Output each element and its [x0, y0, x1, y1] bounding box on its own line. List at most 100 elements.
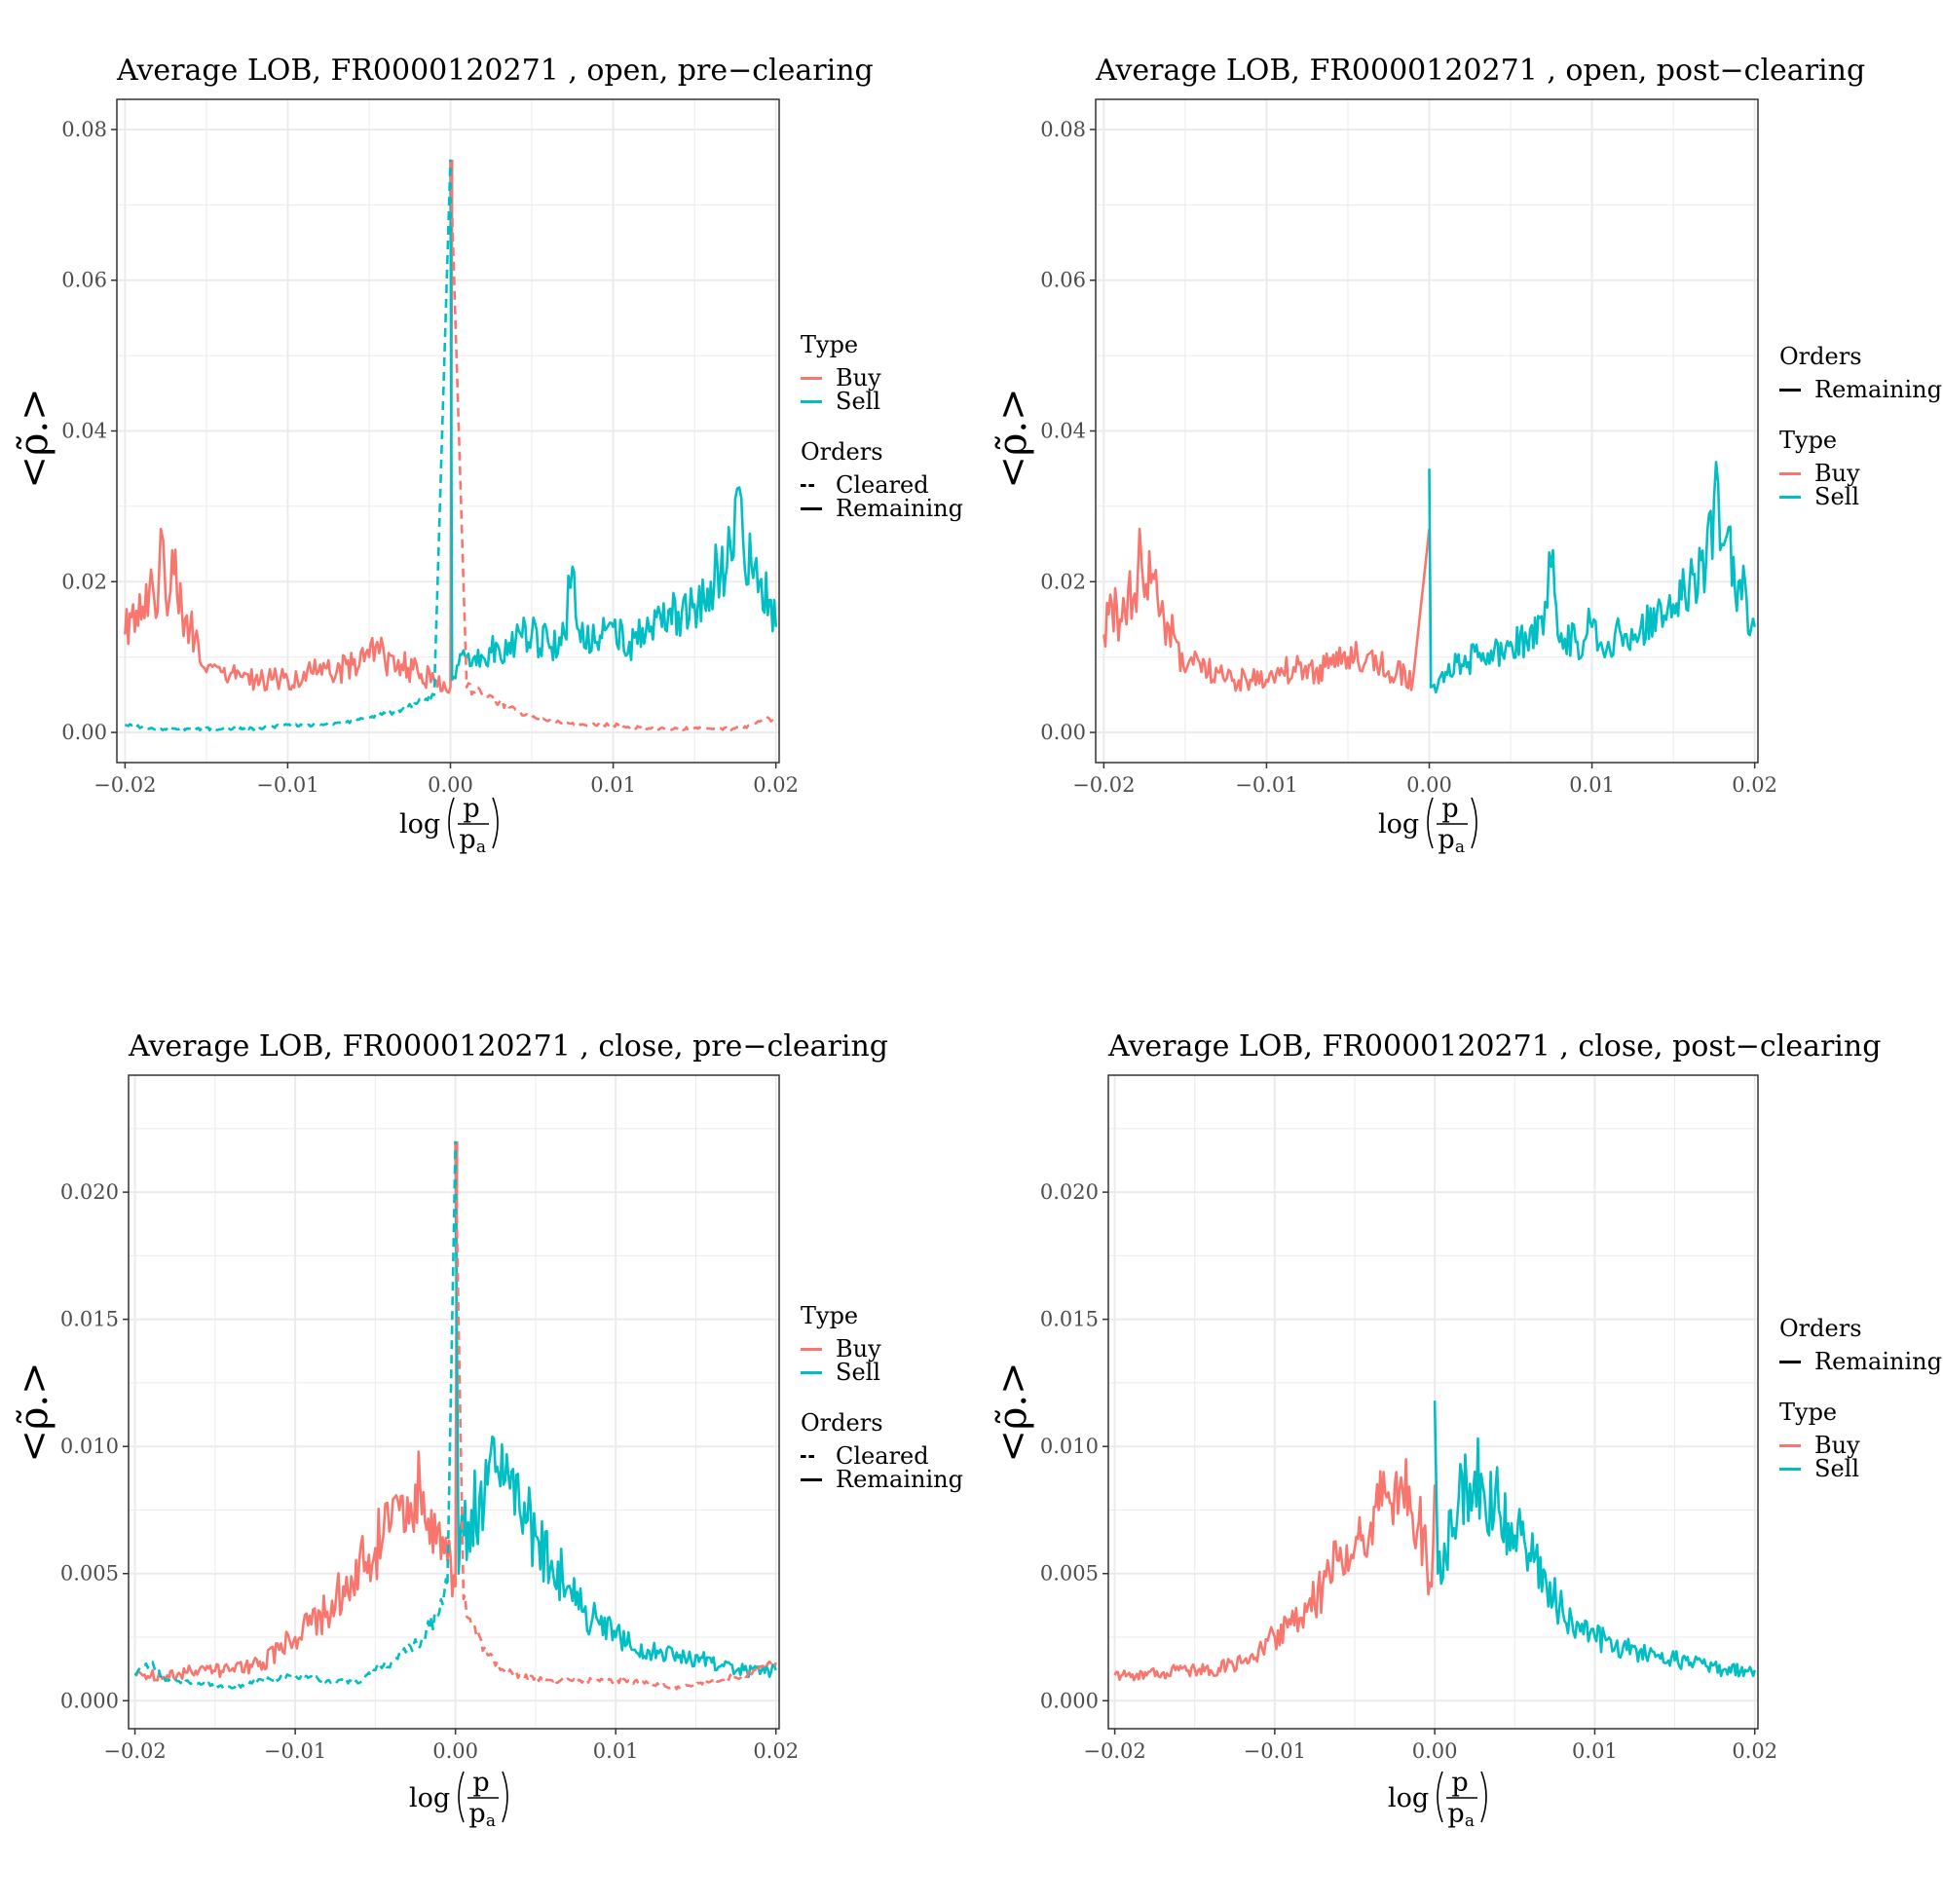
legend-item-sell: Sell [1779, 1455, 1942, 1482]
y-tick-label: 0.00 [1040, 721, 1086, 744]
legend: Type Buy Sell Orders Cleared Remaining [801, 1302, 963, 1516]
x-axis-label-paren-right [502, 1771, 508, 1823]
x-axis-label-denominator: p [1438, 825, 1454, 855]
x-axis-label-paren-left [448, 797, 455, 849]
legend-title: Type [801, 1302, 859, 1329]
y-tick-label: 0.020 [60, 1180, 119, 1204]
legend: Type Buy Sell Orders Cleared Remaining [801, 331, 963, 545]
y-axis-label: <ρ̃.> [990, 388, 1035, 488]
y-tick-label: 0.015 [1040, 1308, 1099, 1331]
legend-group-orders: Orders Cleared Remaining [801, 438, 963, 522]
legend-label: Sell [1814, 1455, 1859, 1482]
legend-label: Sell [1814, 483, 1859, 510]
legend-group-type: Type Buy Sell [801, 1302, 963, 1386]
legend-key [801, 483, 814, 487]
legend-item-cleared: Cleared [801, 471, 963, 499]
series-line-buy-remaining [1113, 1458, 1437, 1682]
series-line-sell-remaining [454, 1140, 777, 1679]
x-axis-label-subscript: a [1455, 838, 1465, 857]
x-tick-label: 0.00 [432, 1739, 478, 1763]
x-axis-label-numerator: p [1451, 1768, 1468, 1798]
x-axis-label-subscript: a [1465, 1811, 1475, 1831]
x-tick-label: 0.01 [1572, 1739, 1618, 1763]
legend-key [801, 1370, 822, 1374]
x-axis-label-subscript: a [476, 838, 486, 857]
legend-label: Cleared [836, 471, 929, 499]
legend-key [1779, 1360, 1801, 1363]
legend-title: Orders [1779, 1315, 1862, 1342]
plot-frame [1107, 1074, 1759, 1730]
legend-label: Buy [1814, 460, 1860, 487]
legend-key [801, 1347, 822, 1351]
legend-label: Remaining [1814, 1348, 1942, 1375]
legend-title: Orders [1779, 343, 1862, 370]
legend-item-remaining: Remaining [801, 495, 963, 522]
x-tick-label: −0.02 [93, 773, 156, 797]
legend-label: Buy [1814, 1432, 1860, 1459]
legend-key [801, 1477, 822, 1481]
legend-label: Remaining [1814, 376, 1942, 403]
x-axis-label-log: log [1388, 1783, 1429, 1813]
x-tick-label: −0.01 [1235, 773, 1297, 797]
legend-item-sell: Sell [1779, 483, 1942, 510]
series-line-sell-cleared [133, 1140, 457, 1690]
y-tick-label: 0.000 [1040, 1689, 1099, 1712]
y-tick-label: 0.005 [60, 1562, 119, 1586]
legend-item-remaining: Remaining [1779, 376, 1942, 403]
legend-key [801, 1454, 814, 1458]
series-line-buy-cleared [449, 159, 776, 731]
x-tick-label: −0.01 [1244, 1739, 1306, 1763]
legend-label: Remaining [836, 1466, 963, 1493]
y-axis-label: <ρ̃.> [12, 388, 56, 488]
legend-label: Remaining [836, 495, 963, 522]
x-tick-label: −0.01 [264, 1739, 326, 1763]
y-tick-label: 0.06 [61, 269, 107, 292]
x-tick-label: 0.00 [1412, 1739, 1458, 1763]
x-axis-label-log: log [409, 1783, 450, 1813]
legend-key [801, 506, 822, 510]
y-tick-label: 0.000 [60, 1689, 119, 1712]
y-tick-label: 0.010 [60, 1435, 119, 1458]
series-line-buy-remaining [1102, 527, 1431, 692]
x-axis-label-numerator: p [463, 794, 479, 824]
legend-item-remaining: Remaining [801, 1466, 963, 1493]
y-tick-label: 0.08 [61, 118, 107, 141]
y-tick-label: 0.02 [61, 570, 107, 593]
x-axis-label-paren-left [458, 1771, 465, 1823]
y-tick-label: 0.00 [61, 721, 107, 744]
chart-title: Average LOB, FR0000120271 , open, pre−cl… [117, 54, 874, 88]
x-tick-label: −0.02 [103, 1739, 166, 1763]
legend-item-buy: Buy [801, 1335, 963, 1363]
legend-label: Cleared [836, 1442, 929, 1470]
plot-frame [1095, 98, 1759, 764]
x-axis-label-paren-right [1480, 1771, 1487, 1823]
legend-group-orders: Orders Remaining [1779, 343, 1942, 403]
y-tick-label: 0.04 [61, 420, 107, 443]
series-line-buy-cleared [454, 1140, 777, 1691]
legend-label: Sell [836, 1359, 880, 1386]
x-axis-label-denominator: p [459, 825, 475, 855]
legend-title: Type [1779, 427, 1838, 454]
x-tick-label: −0.01 [256, 773, 318, 797]
legend: Orders Remaining Type Buy Sell [1779, 343, 1942, 534]
chart-title: Average LOB, FR0000120271 , close, pre−c… [129, 1029, 888, 1064]
y-axis-label: <ρ̃.> [12, 1362, 56, 1462]
y-tick-label: 0.04 [1040, 420, 1086, 443]
x-axis-label-denominator: p [468, 1799, 485, 1829]
x-axis-label-paren-right [1471, 797, 1477, 849]
legend-label: Buy [836, 1335, 881, 1363]
legend-key [1779, 1467, 1801, 1471]
x-tick-label: 0.01 [590, 773, 636, 797]
x-axis-label-subscript: a [486, 1811, 496, 1831]
legend-item-cleared: Cleared [801, 1442, 963, 1470]
legend-title: Type [1779, 1399, 1838, 1426]
legend-group-orders: Orders Cleared Remaining [801, 1409, 963, 1493]
series-line-sell-remaining [449, 159, 777, 682]
legend-key [801, 376, 822, 380]
x-tick-label: 0.02 [1732, 773, 1777, 797]
